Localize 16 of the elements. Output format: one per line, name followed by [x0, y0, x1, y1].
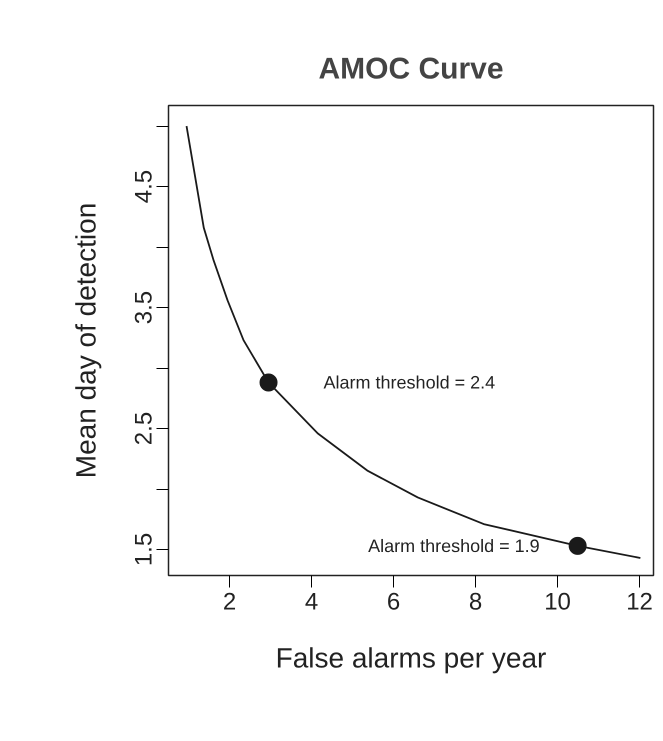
chart-title: AMOC Curve [318, 52, 504, 86]
annotation: Alarm threshold = 1.9 [368, 536, 540, 556]
y-tick-label: 2.5 [130, 412, 158, 446]
x-tick-label: 4 [304, 588, 318, 616]
y-axis-title: Mean day of detection [70, 202, 102, 478]
x-tick-label: 12 [626, 588, 653, 616]
y-tick-label: 3.5 [130, 290, 158, 324]
x-tick-label: 8 [468, 588, 482, 616]
x-axis-title: False alarms per year [276, 642, 546, 674]
x-tick-label: 2 [222, 588, 236, 616]
y-tick-label: 4.5 [130, 170, 158, 204]
x-tick-label: 10 [544, 588, 571, 616]
x-tick-label: 6 [386, 588, 400, 616]
y-tick-label: 1.5 [130, 532, 158, 566]
annotation: Alarm threshold = 2.4 [324, 372, 496, 393]
line-series [186, 125, 642, 559]
